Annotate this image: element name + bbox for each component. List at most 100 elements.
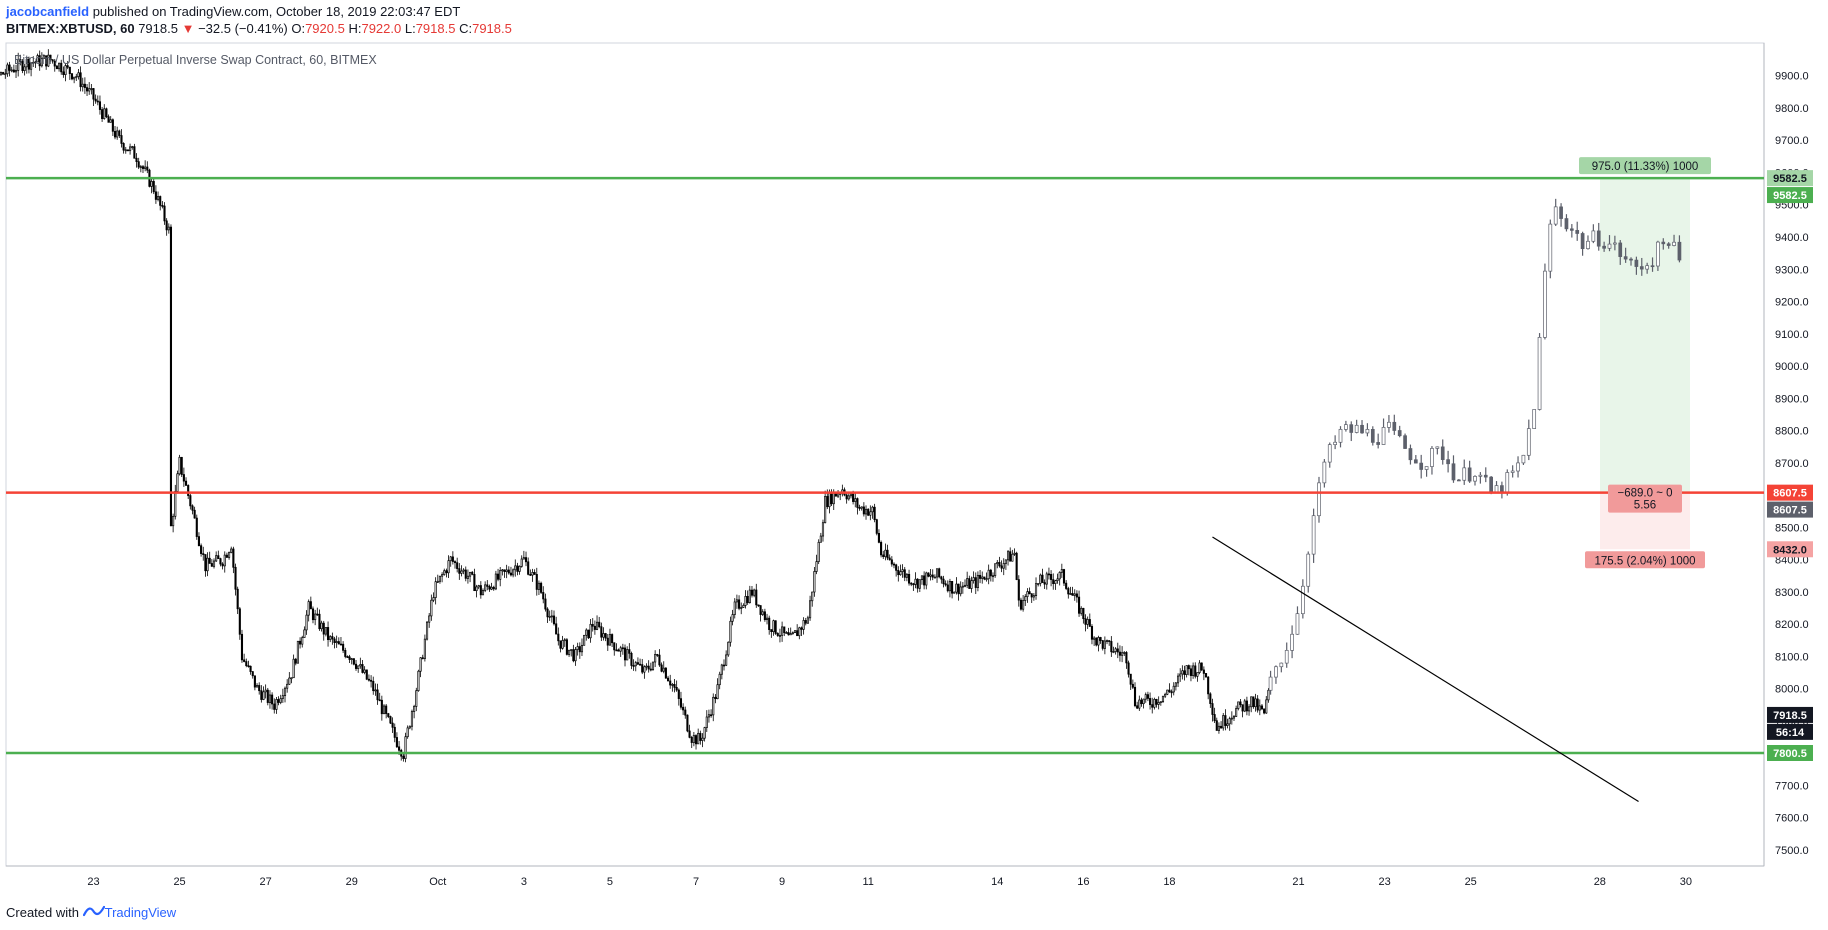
candle-body (1220, 725, 1223, 729)
candle-body (53, 60, 56, 67)
candle-body (738, 599, 741, 609)
symbol-label[interactable]: BITMEX:XBTUSD, 60 (6, 21, 135, 36)
candle-body (796, 630, 799, 637)
candle-body (809, 600, 812, 619)
price-tag-text: 9582.5 (1773, 173, 1807, 185)
candle-body (372, 680, 375, 692)
candle-body (1084, 618, 1087, 625)
candle-body (2, 72, 5, 75)
candle-body (682, 706, 685, 711)
candle-body (856, 498, 859, 508)
candle-body (1650, 265, 1655, 268)
candle-body (415, 690, 418, 707)
candle-body (184, 480, 188, 486)
candle-body (1146, 694, 1149, 699)
candle-body (832, 492, 835, 505)
candle-body (929, 574, 932, 577)
candle-body (497, 573, 500, 580)
candle-body (1073, 593, 1076, 596)
candle-body (944, 583, 947, 586)
candle-body (417, 670, 420, 692)
candle-body (1211, 703, 1214, 715)
candle-body (826, 496, 829, 508)
stop-label: 175.5 (2.04%) 1000 (1594, 555, 1695, 567)
candle-body (772, 620, 775, 632)
candle-body (550, 615, 553, 618)
candle-body (968, 578, 971, 589)
candle-body (453, 561, 457, 564)
candle-body (462, 569, 465, 572)
candle-body (804, 620, 807, 624)
candle-body (1071, 593, 1074, 596)
candle-body (419, 657, 422, 672)
candle-body (606, 637, 609, 646)
candle-body (1168, 689, 1171, 693)
price-tag: 7800.5 (1767, 744, 1813, 761)
candle-body (116, 130, 119, 138)
candle-body (1241, 704, 1244, 712)
candle-body (273, 703, 276, 710)
candle-body (32, 61, 35, 64)
candle-body (376, 689, 379, 701)
candle-body (886, 549, 889, 559)
candle-body (987, 569, 990, 580)
candle-body (1424, 466, 1429, 470)
candle-body (36, 55, 39, 63)
price-chart[interactable]: 7500.07600.07700.07800.07900.08000.08100… (0, 0, 1828, 900)
trend-line[interactable] (1212, 536, 1639, 803)
candle-body (1263, 708, 1266, 714)
y-tick-label: 8200.0 (1775, 619, 1809, 631)
candle-body (1365, 429, 1370, 434)
candle-body (583, 634, 586, 646)
candle-body (875, 519, 878, 534)
candle-body (133, 146, 136, 159)
candle-body (763, 611, 766, 621)
y-tick-label: 8300.0 (1775, 587, 1809, 599)
candle-body (88, 88, 91, 92)
candle-body (761, 611, 764, 615)
candle-body (785, 632, 788, 634)
candle-body (344, 650, 347, 657)
candle-body (1123, 652, 1126, 654)
candle-body (908, 573, 911, 584)
candle-body (398, 746, 401, 751)
candle-body (443, 570, 446, 575)
x-tick-label: 28 (1594, 876, 1606, 888)
candle-body (824, 496, 827, 524)
candle-body (1256, 698, 1259, 711)
candle-body (111, 119, 114, 132)
candle-body (187, 485, 190, 496)
candle-body (768, 617, 771, 630)
profit-zone[interactable] (1600, 178, 1690, 493)
candle-body (654, 654, 657, 663)
candle-body (647, 665, 650, 670)
price-tag-bg (1767, 723, 1813, 740)
candle-body (499, 570, 502, 580)
candle-body (1192, 665, 1195, 676)
candle-body (378, 699, 381, 702)
author-link[interactable]: jacobcanfield (6, 4, 90, 19)
candle-body (938, 568, 941, 578)
candle-body (359, 664, 362, 667)
candle-body (8, 64, 11, 71)
candle-body (1108, 640, 1111, 642)
candle-body (374, 689, 377, 692)
candle-body (1090, 626, 1094, 640)
x-tick-label: 29 (346, 876, 358, 888)
candle-body (634, 662, 637, 667)
candle-body (406, 727, 409, 738)
price-tag-bg (1767, 501, 1813, 518)
tradingview-link[interactable]: TradingView (104, 905, 177, 920)
candle-body (546, 608, 549, 618)
candle-body (604, 633, 607, 639)
candle-body (1295, 613, 1300, 635)
candle-body (1467, 467, 1472, 482)
candle-body (243, 659, 246, 662)
candle-body (759, 605, 762, 615)
candle-body (290, 677, 293, 680)
price-tag: 56:14 (1767, 723, 1813, 740)
candle-body (1265, 699, 1268, 714)
candle-body (1202, 669, 1205, 674)
price-tag: 7918.5 (1767, 706, 1813, 723)
candle-body (925, 572, 928, 586)
